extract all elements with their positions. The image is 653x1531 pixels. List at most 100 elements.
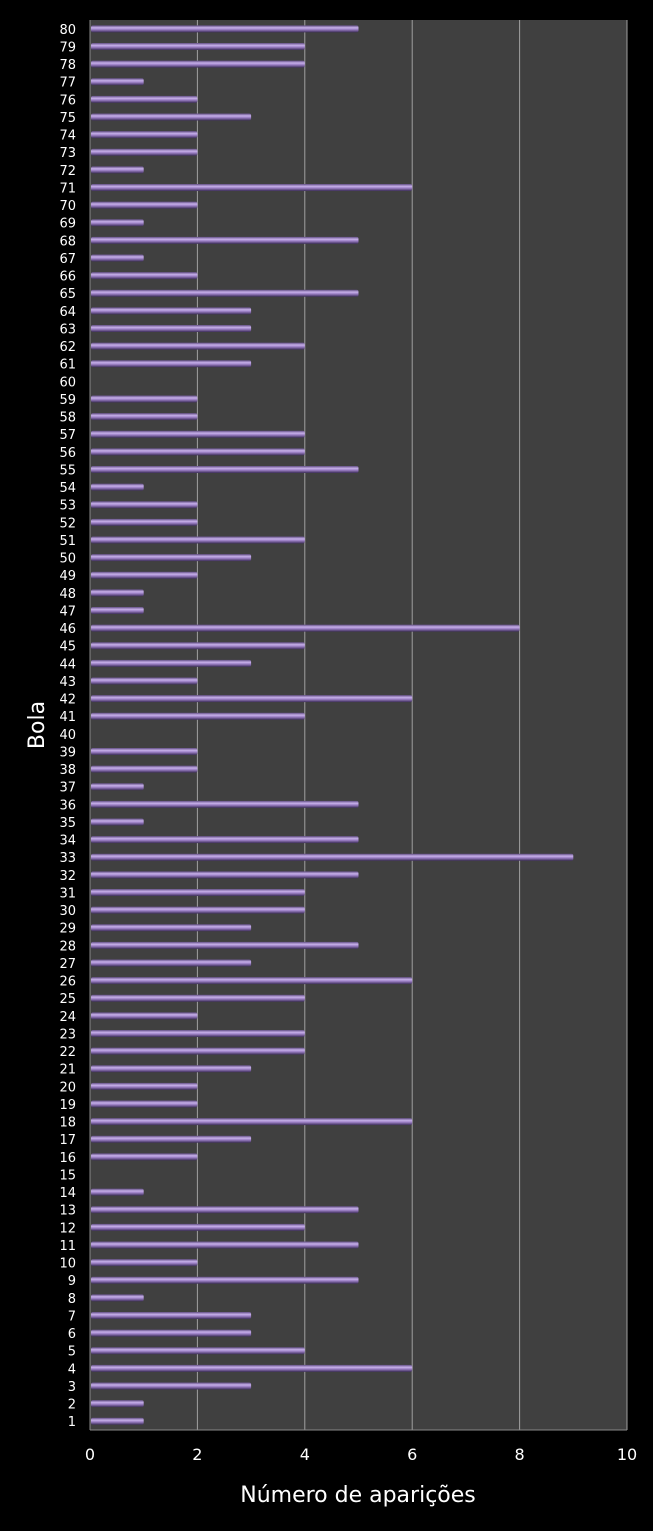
- y-tick-label: 21: [59, 1063, 76, 1078]
- bar-67: [91, 254, 144, 262]
- bar-26: [91, 977, 413, 985]
- y-tick-label: 78: [59, 58, 76, 73]
- y-tick-label: 61: [59, 358, 76, 373]
- y-tick-label: 55: [59, 463, 76, 478]
- y-tick-label: 20: [59, 1080, 76, 1095]
- bar-23: [91, 1029, 305, 1037]
- bar-1: [91, 1417, 144, 1425]
- bar-37: [91, 783, 144, 791]
- y-tick-label: 72: [59, 164, 76, 179]
- bar-74: [91, 131, 198, 139]
- bar-13: [91, 1206, 359, 1214]
- y-tick-label: 47: [59, 604, 76, 619]
- bar-59: [91, 395, 198, 403]
- bar-45: [91, 642, 305, 650]
- bar-24: [91, 1012, 198, 1020]
- bar-2: [91, 1400, 144, 1408]
- y-tick-label: 49: [59, 569, 76, 584]
- y-tick-label: 32: [59, 869, 76, 884]
- y-tick-label: 60: [59, 375, 76, 390]
- bar-22: [91, 1047, 305, 1055]
- x-tick-label: 4: [300, 1445, 310, 1464]
- y-tick-label: 19: [59, 1098, 76, 1113]
- y-tick-label: 28: [59, 939, 76, 954]
- y-tick-label: 33: [59, 851, 76, 866]
- x-tick-label: 2: [192, 1445, 202, 1464]
- y-tick-label: 75: [59, 111, 76, 126]
- bar-42: [91, 695, 413, 703]
- bar-34: [91, 836, 359, 844]
- y-tick-label: 24: [59, 1010, 76, 1025]
- y-tick-label: 38: [59, 763, 76, 778]
- y-tick-label: 71: [59, 181, 76, 196]
- bar-53: [91, 501, 198, 509]
- y-tick-label: 22: [59, 1045, 76, 1060]
- bar-52: [91, 518, 198, 526]
- x-tick-label: 10: [617, 1445, 637, 1464]
- bar-12: [91, 1223, 305, 1231]
- y-tick-label: 67: [59, 252, 76, 267]
- y-tick-label: 64: [59, 305, 76, 320]
- bar-8: [91, 1294, 144, 1302]
- y-tick-label: 52: [59, 516, 76, 531]
- bar-21: [91, 1065, 252, 1073]
- y-tick-label: 50: [59, 552, 76, 567]
- bar-11: [91, 1241, 359, 1249]
- bar-58: [91, 413, 198, 421]
- y-tick-label: 70: [59, 199, 76, 214]
- y-tick-label: 2: [68, 1398, 76, 1413]
- y-tick-label: 51: [59, 534, 76, 549]
- bar-61: [91, 360, 252, 368]
- bar-5: [91, 1347, 305, 1355]
- y-tick-label: 43: [59, 675, 76, 690]
- bar-56: [91, 448, 305, 456]
- y-tick-label: 65: [59, 287, 76, 302]
- y-tick-label: 74: [59, 129, 76, 144]
- y-tick-label: 30: [59, 904, 76, 919]
- y-tick-label: 31: [59, 886, 76, 901]
- y-tick-label: 11: [59, 1239, 76, 1254]
- bar-76: [91, 95, 198, 103]
- bar-39: [91, 747, 198, 755]
- bar-31: [91, 888, 305, 896]
- y-tick-label: 73: [59, 146, 76, 161]
- y-tick-label: 4: [68, 1362, 76, 1377]
- bar-27: [91, 959, 252, 967]
- y-tick-label: 54: [59, 481, 76, 496]
- bar-54: [91, 483, 144, 491]
- bar-50: [91, 554, 252, 562]
- x-tick-label: 6: [407, 1445, 417, 1464]
- y-tick-label: 39: [59, 745, 76, 760]
- bar-51: [91, 536, 305, 544]
- y-tick-label: 68: [59, 234, 76, 249]
- bar-28: [91, 941, 359, 949]
- y-tick-label: 6: [68, 1327, 76, 1342]
- y-tick-label: 44: [59, 657, 76, 672]
- y-tick-label: 7: [68, 1309, 76, 1324]
- bar-71: [91, 183, 413, 191]
- y-tick-label: 27: [59, 957, 76, 972]
- bar-6: [91, 1329, 252, 1337]
- bar-79: [91, 42, 305, 50]
- bar-69: [91, 219, 144, 227]
- bar-48: [91, 589, 144, 597]
- bar-17: [91, 1135, 252, 1143]
- y-tick-label: 58: [59, 411, 76, 426]
- bar-32: [91, 871, 359, 879]
- y-tick-label: 76: [59, 93, 76, 108]
- bar-19: [91, 1100, 198, 1108]
- y-tick-label: 1: [68, 1415, 76, 1430]
- y-tick-label: 42: [59, 693, 76, 708]
- y-tick-label: 57: [59, 428, 76, 443]
- bar-30: [91, 906, 305, 914]
- bar-78: [91, 60, 305, 68]
- y-tick-label: 48: [59, 587, 76, 602]
- y-axis-title: Bola: [25, 701, 50, 749]
- bar-20: [91, 1082, 198, 1090]
- y-tick-label: 40: [59, 728, 76, 743]
- y-tick-label: 56: [59, 446, 76, 461]
- y-tick-label: 18: [59, 1116, 76, 1131]
- y-tick-label: 41: [59, 710, 76, 725]
- bar-72: [91, 166, 144, 174]
- y-tick-label: 46: [59, 622, 76, 637]
